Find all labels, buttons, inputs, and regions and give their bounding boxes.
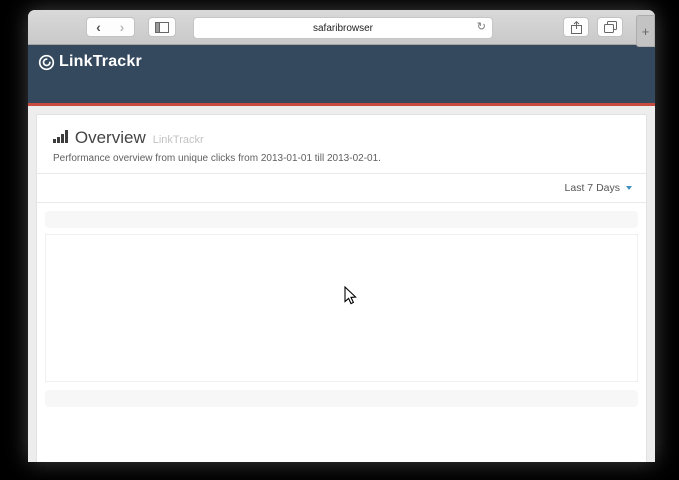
stats-row-top: [45, 211, 638, 228]
traffic-lights: [41, 21, 90, 32]
back-button[interactable]: ‹: [86, 17, 111, 37]
stats-row-bottom: [45, 390, 638, 407]
report-tabs: Last 7 Days: [37, 174, 646, 203]
page-subtitle: Performance overview from unique clicks …: [53, 153, 630, 164]
browser-titlebar: ‹ › safaribrowser ↻ +: [28, 10, 655, 45]
page-title: Overview: [75, 128, 146, 148]
mouse-cursor: [344, 286, 357, 305]
sidebar-toggle-button[interactable]: [148, 17, 176, 37]
share-icon: [571, 21, 582, 34]
linktrackr-logo[interactable]: LinkTrackr: [38, 53, 142, 71]
close-window-button[interactable]: [41, 21, 52, 32]
show-tabs-button[interactable]: [597, 17, 623, 37]
share-button[interactable]: [563, 17, 589, 37]
page-content: Overview LinkTrackr Performance overview…: [28, 106, 655, 462]
date-range-label: Last 7 Days: [565, 182, 620, 194]
date-range-selector[interactable]: Last 7 Days: [565, 182, 632, 194]
visits-chart[interactable]: [45, 234, 638, 382]
linktrackr-logo-icon: [38, 54, 55, 71]
bar-chart-icon: [53, 130, 68, 143]
address-bar[interactable]: safaribrowser ↻: [193, 17, 493, 39]
sidebar-icon: [155, 22, 169, 33]
new-tab-button[interactable]: +: [636, 15, 655, 47]
address-bar-text: safaribrowser: [313, 23, 373, 34]
forward-button[interactable]: ›: [110, 17, 135, 37]
logo-text: LinkTrackr: [59, 53, 142, 71]
chart-canvas: [46, 235, 637, 381]
tabs-icon: [604, 21, 617, 33]
reload-icon[interactable]: ↻: [477, 20, 486, 33]
safari-window: ‹ › safaribrowser ↻ +: [28, 10, 655, 462]
minimize-window-button[interactable]: [60, 21, 71, 32]
page-title-suffix: LinkTrackr: [153, 134, 204, 146]
caret-down-icon: [626, 186, 632, 190]
navbar-menu: [28, 77, 655, 103]
report-header: Overview LinkTrackr Performance overview…: [37, 115, 646, 174]
app-navbar: LinkTrackr: [28, 45, 655, 106]
report-card: Overview LinkTrackr Performance overview…: [36, 114, 647, 462]
